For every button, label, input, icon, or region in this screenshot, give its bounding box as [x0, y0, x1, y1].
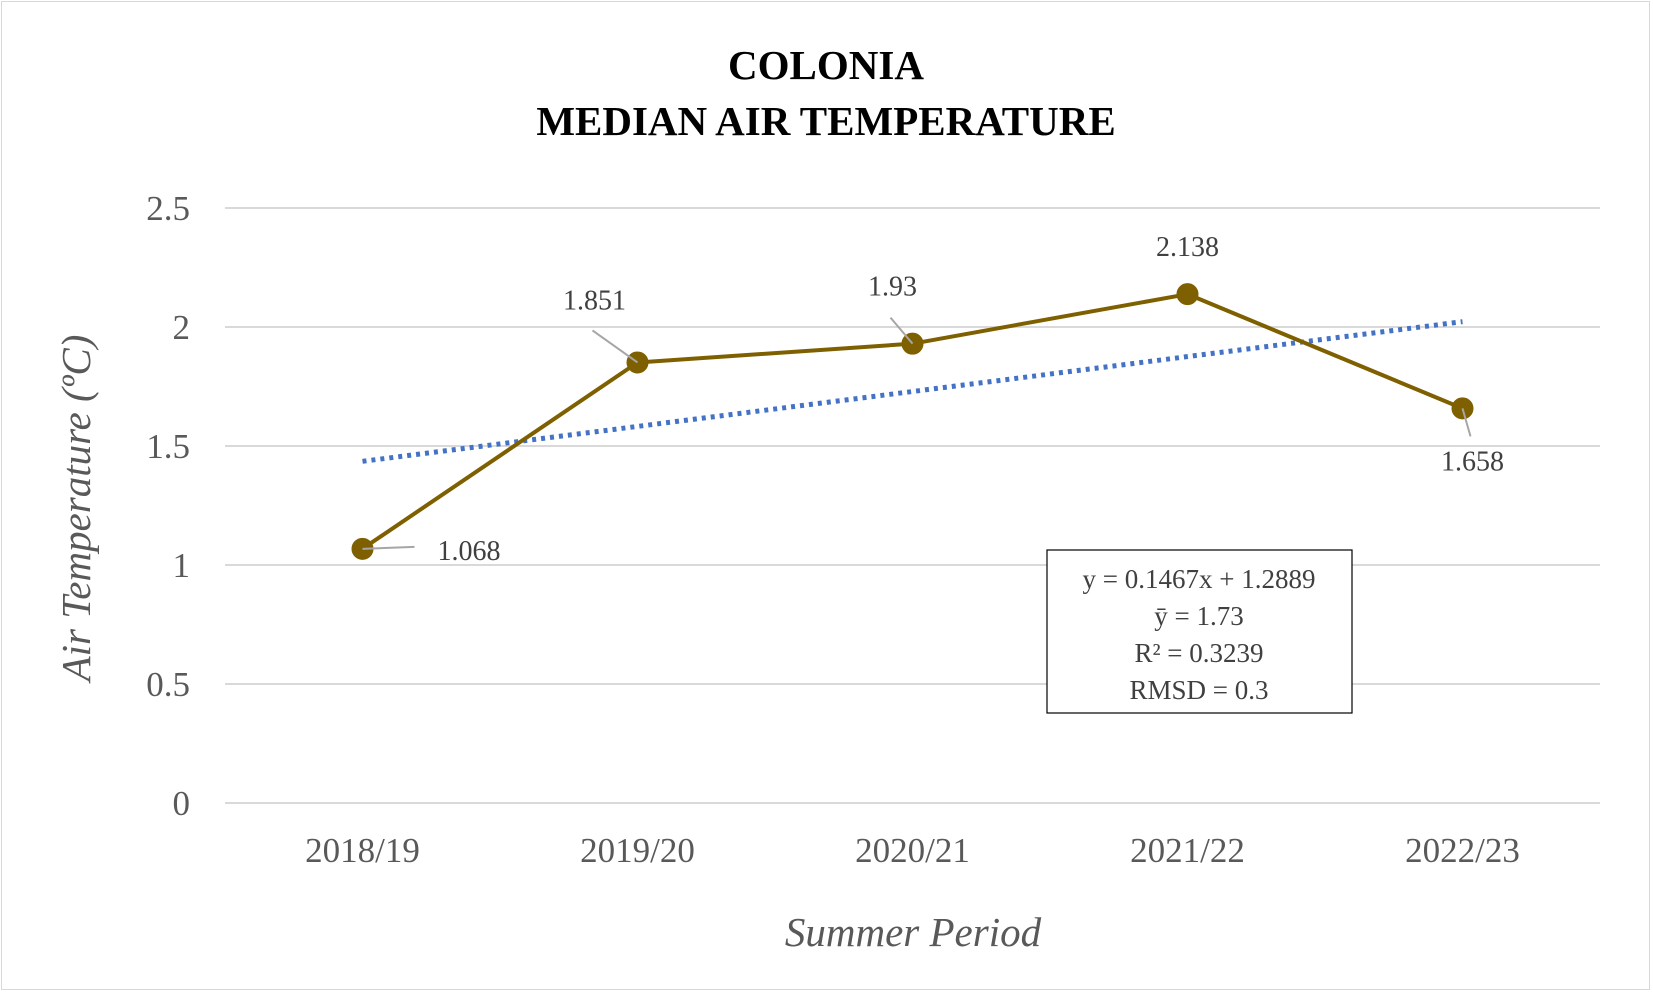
gridlines: [225, 207, 1600, 804]
y-tick-label: 2: [173, 308, 191, 347]
y-tick-label: 0: [173, 784, 191, 823]
x-axis-title: Summer Period: [785, 909, 1042, 955]
data-label-layer: 1.068 1.851 1.93 2.138 1.658: [362, 232, 1504, 567]
stats-mean: ȳ = 1.73: [1154, 601, 1243, 631]
x-tick-label: 2020/21: [855, 831, 970, 870]
x-tick-label: 2018/19: [305, 831, 420, 870]
data-label-leader: [889, 317, 914, 345]
data-label: 1.068: [438, 536, 501, 567]
stats-box: y = 0.1467x + 1.2889 ȳ = 1.73 R² = 0.323…: [1046, 549, 1353, 714]
x-tick-label: 2022/23: [1405, 831, 1520, 870]
y-tick-label: 1: [173, 546, 191, 585]
y-axis-ticks: 0 0.5 1 1.5 2 2.5: [146, 189, 190, 823]
stats-r-squared: R² = 0.3239: [1134, 638, 1263, 668]
stats-box-border: [1046, 549, 1353, 714]
data-label: 1.851: [563, 285, 626, 316]
data-point: [1176, 283, 1199, 306]
x-tick-label: 2021/22: [1130, 831, 1245, 870]
stats-equation: y = 0.1467x + 1.2889: [1083, 564, 1316, 594]
series-line: [361, 292, 1464, 551]
y-tick-label: 0.5: [146, 665, 190, 704]
data-label-leader: [591, 329, 639, 364]
data-label-leader: [362, 545, 415, 550]
chart-title-line-2: MEDIAN AIR TEMPERATURE: [536, 98, 1115, 144]
data-label: 2.138: [1156, 232, 1219, 263]
stats-rmsd: RMSD = 0.3: [1129, 675, 1268, 705]
series-layer: [351, 283, 1474, 560]
y-tick-label: 2.5: [146, 189, 190, 228]
x-axis-ticks: 2018/19 2019/20 2020/21 2021/22 2022/23: [305, 831, 1520, 870]
data-label: 1.658: [1441, 446, 1504, 477]
y-axis-title: Air Temperature (ºC): [53, 335, 99, 685]
y-tick-label: 1.5: [146, 427, 190, 466]
data-label-leader: [1461, 408, 1472, 437]
x-tick-label: 2019/20: [580, 831, 695, 870]
data-label: 1.93: [868, 272, 917, 303]
chart-title-line-1: COLONIA: [728, 42, 924, 88]
